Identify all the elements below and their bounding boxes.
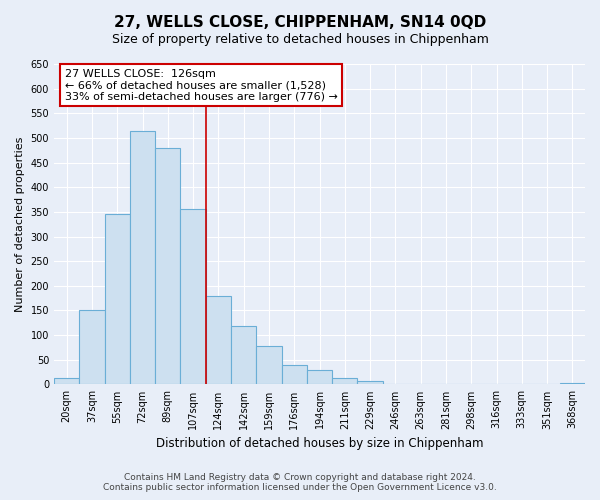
Bar [181,210,206,384]
Bar [206,296,231,384]
Bar [307,370,332,384]
Bar [281,364,307,384]
Text: 27 WELLS CLOSE:  126sqm
← 66% of detached houses are smaller (1,528)
33% of semi: 27 WELLS CLOSE: 126sqm ← 66% of detached… [65,69,338,102]
Bar [130,130,155,384]
Text: 27, WELLS CLOSE, CHIPPENHAM, SN14 0QD: 27, WELLS CLOSE, CHIPPENHAM, SN14 0QD [114,15,486,30]
Bar [358,381,383,384]
Text: Size of property relative to detached houses in Chippenham: Size of property relative to detached ho… [112,32,488,46]
Text: Contains HM Land Registry data © Crown copyright and database right 2024.
Contai: Contains HM Land Registry data © Crown c… [103,473,497,492]
Bar [332,378,358,384]
Y-axis label: Number of detached properties: Number of detached properties [15,136,25,312]
Bar [54,378,79,384]
Bar [560,383,585,384]
X-axis label: Distribution of detached houses by size in Chippenham: Distribution of detached houses by size … [156,437,483,450]
Bar [79,310,104,384]
Bar [155,148,181,384]
Bar [231,326,256,384]
Bar [256,346,281,385]
Bar [104,214,130,384]
